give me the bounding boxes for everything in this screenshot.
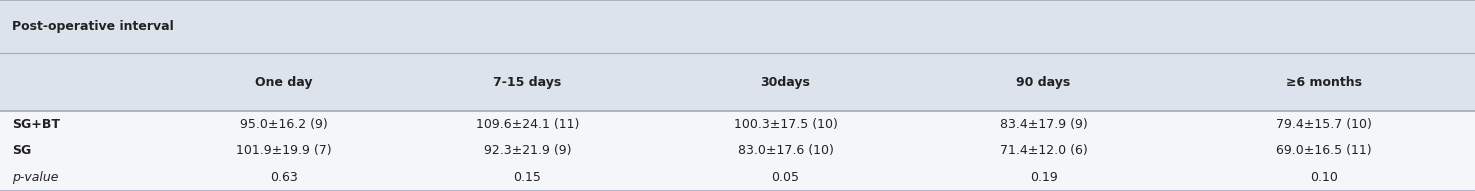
Text: 71.4±12.0 (6): 71.4±12.0 (6) [1000,144,1087,157]
Text: 7-15 days: 7-15 days [493,76,562,89]
Text: 0.05: 0.05 [771,171,799,184]
Text: 0.19: 0.19 [1030,171,1058,184]
Bar [0,111,1475,191]
Text: 83.4±17.9 (9): 83.4±17.9 (9) [1000,118,1087,131]
Text: 69.0±16.5 (11): 69.0±16.5 (11) [1276,144,1372,157]
Text: 83.0±17.6 (10): 83.0±17.6 (10) [738,144,833,157]
Text: 0.15: 0.15 [513,171,541,184]
Text: 79.4±15.7 (10): 79.4±15.7 (10) [1276,118,1372,131]
Text: 101.9±19.9 (7): 101.9±19.9 (7) [236,144,332,157]
Text: 0.63: 0.63 [270,171,298,184]
Text: 100.3±17.5 (10): 100.3±17.5 (10) [733,118,838,131]
Text: SG+BT: SG+BT [12,118,60,131]
Text: SG: SG [12,144,31,157]
Text: One day: One day [255,76,313,89]
Text: 30days: 30days [761,76,810,89]
Text: 109.6±24.1 (11): 109.6±24.1 (11) [475,118,580,131]
Text: Post-operative interval: Post-operative interval [12,20,174,33]
Text: p-value: p-value [12,171,59,184]
Bar [0,0,1475,53]
Text: 0.10: 0.10 [1310,171,1338,184]
Bar [0,53,1475,111]
Text: ≥6 months: ≥6 months [1286,76,1361,89]
Text: 95.0±16.2 (9): 95.0±16.2 (9) [240,118,327,131]
Text: 90 days: 90 days [1016,76,1071,89]
Text: 92.3±21.9 (9): 92.3±21.9 (9) [484,144,571,157]
